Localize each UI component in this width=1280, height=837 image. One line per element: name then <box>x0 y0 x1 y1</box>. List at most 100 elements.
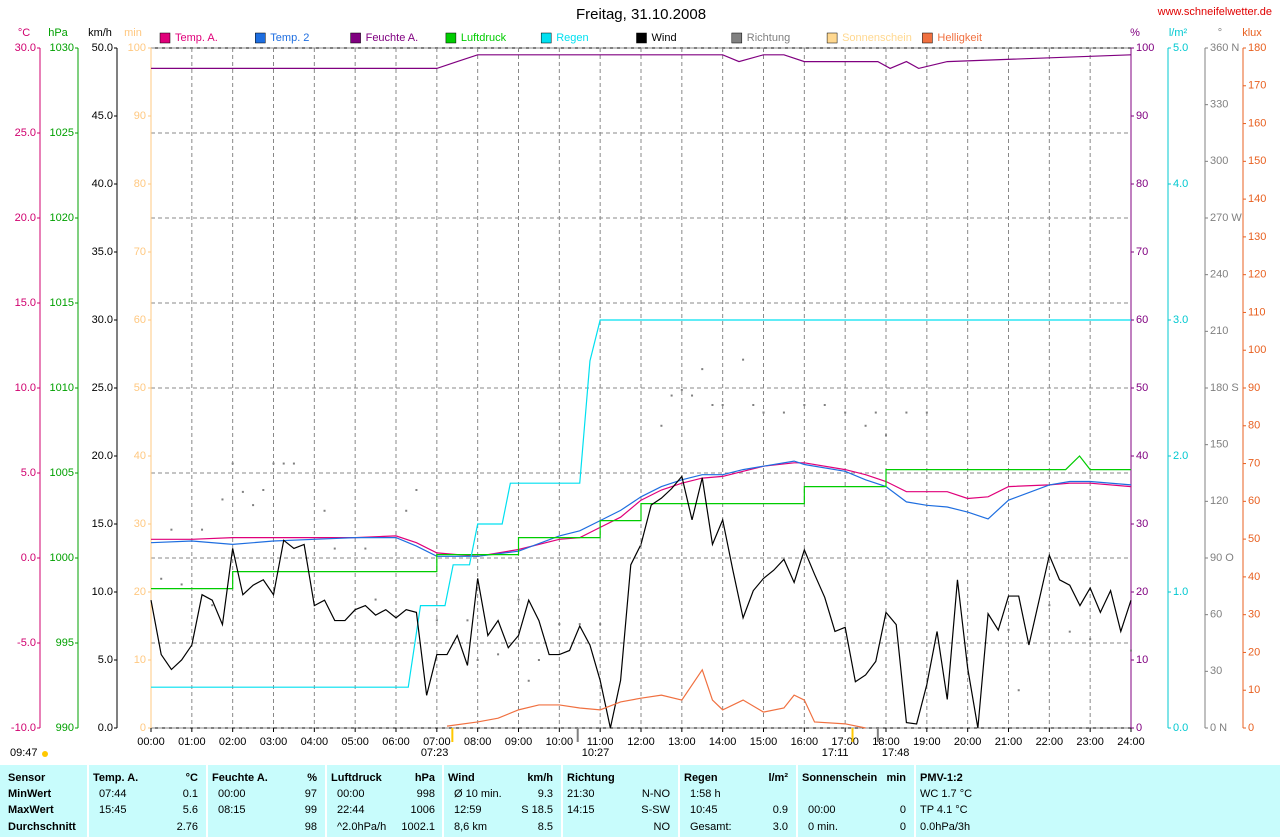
table-unit: l/m² <box>768 772 788 784</box>
direction-dot <box>292 462 295 465</box>
marker-label: 17:48 <box>882 747 910 759</box>
axis-unit: klux <box>1242 27 1262 39</box>
x-tick-label: 00:00 <box>137 736 165 748</box>
axis-unit: % <box>1130 27 1140 39</box>
table-cell: 22:44 <box>337 804 365 816</box>
x-tick-label: 22:00 <box>1036 736 1064 748</box>
y-tick-label: 40.0 <box>92 178 113 190</box>
legend-swatch <box>636 32 647 44</box>
y-tick-label: 5.0 <box>98 654 113 666</box>
table-cell: S 18.5 <box>521 804 553 816</box>
table-cell: N-NO <box>642 788 671 800</box>
day-length: 09:47 <box>10 747 38 759</box>
y-tick-label: 140 <box>1248 193 1266 205</box>
direction-dot <box>711 404 714 406</box>
y-tick-label: 100 <box>1136 42 1154 54</box>
chart-title: Freitag, 31.10.2008 <box>576 6 706 23</box>
y-tick-label: 0.0 <box>1173 722 1188 734</box>
y-tick-label: 30.0 <box>92 314 113 326</box>
y-tick-label: 330 <box>1210 99 1228 111</box>
direction-dot <box>721 404 724 406</box>
y-tick-label: 1020 <box>50 212 74 224</box>
table-cell: 1006 <box>411 804 435 816</box>
direction-dot <box>180 583 183 586</box>
legend-swatch <box>540 32 552 44</box>
y-tick-label: 10 <box>1248 684 1260 696</box>
y-tick-label: 170 <box>1248 80 1266 92</box>
y-tick-label: 180 S <box>1210 382 1239 394</box>
y-tick-label: 80 <box>134 178 146 190</box>
y-tick-label: 1010 <box>50 382 74 394</box>
y-tick-label: 80 <box>1136 178 1148 190</box>
legend-swatch <box>826 32 838 44</box>
table-background <box>0 765 1280 837</box>
y-tick-label: 80 <box>1248 420 1260 432</box>
direction-dot <box>1130 649 1132 652</box>
x-tick-label: 19:00 <box>913 736 941 748</box>
y-tick-label: 70 <box>1248 457 1260 469</box>
y-tick-label: 50 <box>1248 533 1260 545</box>
y-tick-label: 1000 <box>50 552 74 564</box>
y-tick-label: 90 <box>134 110 146 122</box>
direction-dot <box>762 411 765 414</box>
direction-dot <box>170 528 173 531</box>
direction-dot <box>782 411 785 414</box>
table-cell: 12:59 <box>454 804 482 816</box>
table-header: Feuchte A. <box>212 772 268 784</box>
y-tick-label: 40 <box>1248 571 1260 583</box>
direction-dot <box>160 577 163 580</box>
series-line <box>151 319 1131 688</box>
direction-dot <box>752 404 755 406</box>
direction-dot <box>527 679 530 682</box>
y-tick-label: 20.0 <box>92 450 113 462</box>
x-tick-label: 05:00 <box>341 736 369 748</box>
direction-dot <box>333 547 336 550</box>
direction-dot <box>558 623 561 626</box>
direction-dot <box>701 368 704 371</box>
y-tick-label: 15.0 <box>92 518 113 530</box>
table-unit: min <box>886 772 906 784</box>
y-tick-label: 990 <box>56 722 74 734</box>
x-tick-label: 03:00 <box>260 736 288 748</box>
table-cell: 15:45 <box>99 804 127 816</box>
direction-dot <box>364 547 367 550</box>
table-cell: 98 <box>305 821 317 833</box>
legend-swatch <box>159 32 171 44</box>
table-cell: 0 min. <box>808 821 838 833</box>
direction-dot <box>323 509 326 512</box>
y-tick-label: 300 <box>1210 155 1228 167</box>
direction-dot <box>201 528 204 531</box>
direction-dot <box>497 653 500 656</box>
x-tick-label: 06:00 <box>382 736 410 748</box>
table-cell: 998 <box>417 788 435 800</box>
direction-dot <box>211 604 214 607</box>
y-tick-label: 20.0 <box>15 212 36 224</box>
legend-swatch <box>445 32 457 44</box>
direction-dot <box>885 434 887 437</box>
y-tick-label: 1.0 <box>1173 586 1188 598</box>
direction-dot <box>905 411 908 414</box>
y-tick-label: 30 <box>1210 665 1222 677</box>
y-tick-label: 10 <box>1136 654 1148 666</box>
y-tick-label: 25.0 <box>15 127 36 139</box>
y-tick-label: 20 <box>134 586 146 598</box>
y-tick-label: 50 <box>134 382 146 394</box>
axis-unit: km/h <box>88 27 112 39</box>
x-tick-label: 08:00 <box>464 736 492 748</box>
legend-swatch <box>922 32 933 44</box>
y-tick-label: 10 <box>134 654 146 666</box>
direction-dot <box>262 489 265 491</box>
y-tick-label: 110 <box>1248 306 1266 318</box>
table-cell: 1:58 h <box>690 788 721 800</box>
direction-dot <box>374 598 377 601</box>
y-tick-label: 60 <box>1248 495 1260 507</box>
y-tick-label: 130 <box>1248 231 1266 243</box>
table-header: Sonnenschein <box>802 772 877 784</box>
y-tick-label: 50.0 <box>92 42 113 54</box>
x-tick-label: 20:00 <box>954 736 982 748</box>
y-tick-label: 1015 <box>50 297 74 309</box>
table-header: Luftdruck <box>331 772 383 784</box>
direction-dot <box>252 504 255 507</box>
